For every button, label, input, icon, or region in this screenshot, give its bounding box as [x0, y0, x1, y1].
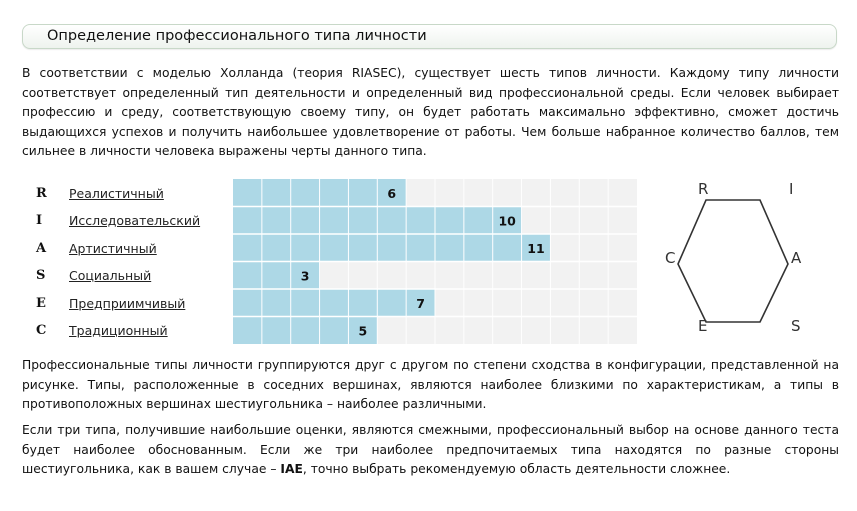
type-code-i: I [36, 213, 43, 228]
riasec-hexagon-diagram: R I A S E C [665, 180, 802, 335]
type-link-conventional[interactable]: Традиционный [69, 323, 168, 338]
type-link-enterprising[interactable]: Предприимчивый [69, 296, 186, 311]
scores-bar-chart: 6 10 11 3 7 5 [233, 179, 637, 344]
hex-vertex-e: E [698, 317, 707, 335]
type-link-investigative[interactable]: Исследовательский [69, 213, 201, 228]
bar-e [233, 289, 435, 317]
intro-paragraph: В соответствии с моделью Холланда (теори… [22, 66, 839, 158]
type-code-c: C [36, 323, 47, 338]
bar-s [233, 261, 320, 289]
similarity-paragraph: Профессиональные типы личности группирую… [22, 358, 839, 411]
type-link-artistic[interactable]: Артистичный [69, 241, 157, 256]
top-types-code: IAE [280, 462, 303, 476]
bar-value-label-i: 10 [498, 213, 516, 228]
type-code-r: R [36, 186, 47, 201]
type-code-e: E [36, 296, 46, 311]
hex-vertex-c: C [665, 249, 675, 267]
conclusion-text-start: Если три типа, получившие наибольшие оце… [22, 423, 839, 476]
bar-a [233, 234, 551, 262]
bar-value-label-c: 5 [359, 323, 368, 338]
conclusion-text-end: , точно выбрать рекомендуемую область де… [302, 462, 731, 476]
bar-c [233, 316, 378, 344]
conclusion-paragraph: Если три типа, получившие наибольшие оце… [22, 421, 839, 480]
page-title: Определение профессионального типа лично… [47, 28, 427, 44]
hex-vertex-r: R [698, 180, 708, 198]
hexagon-shape [677, 199, 789, 323]
bar-value-label-r: 6 [387, 186, 396, 201]
type-code-a: A [36, 241, 47, 256]
type-link-realistic[interactable]: Реалистичный [69, 186, 164, 201]
bar-value-label-s: 3 [301, 268, 310, 283]
section-title-box: Определение профессионального типа лично… [22, 24, 837, 49]
bar-value-label-e: 7 [416, 296, 425, 311]
hex-vertex-a: A [791, 249, 802, 267]
type-link-social[interactable]: Социальный [69, 268, 152, 283]
hex-vertex-i: I [789, 180, 793, 198]
hex-vertex-s: S [791, 317, 801, 335]
type-code-s: S [36, 268, 46, 283]
bar-value-label-a: 11 [527, 241, 544, 256]
